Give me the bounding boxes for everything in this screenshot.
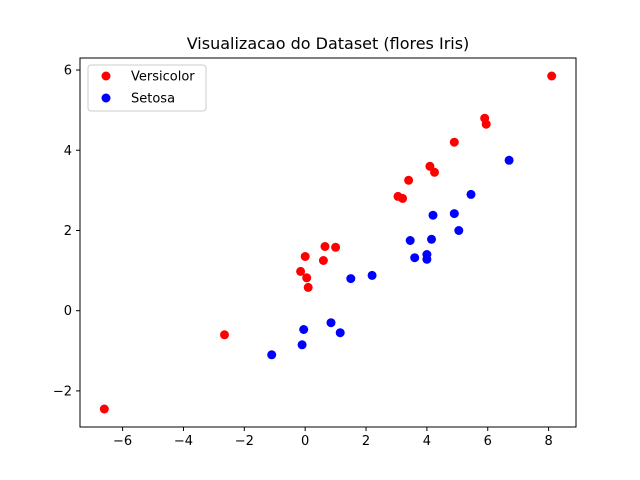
data-point-versicolor-9: [320, 242, 330, 251]
x-tick-label: 6: [484, 434, 492, 449]
data-point-setosa-15: [297, 340, 307, 350]
y-tick-label: −2: [53, 384, 72, 399]
data-point-setosa-3: [428, 210, 438, 220]
data-point-versicolor-14: [302, 273, 312, 283]
legend-label-versicolor: Versicolor: [131, 70, 195, 85]
data-point-setosa-12: [326, 318, 336, 328]
chart-title: Visualizacao do Dataset (flores Iris): [187, 34, 470, 53]
data-point-setosa-8: [410, 253, 420, 263]
data-point-versicolor-0: [547, 71, 557, 81]
data-point-versicolor-2: [481, 119, 491, 129]
data-point-versicolor-17: [99, 404, 109, 414]
y-tick-label: 6: [64, 64, 72, 79]
x-axis: −6 −4 −2 0 2 4 6 8: [113, 427, 553, 449]
x-tick-label: 4: [423, 434, 431, 449]
data-point-setosa-16: [267, 350, 277, 360]
y-axis: −2 0 2 4 6: [53, 64, 80, 399]
points-layer: [99, 71, 557, 414]
x-tick-label: 0: [301, 434, 309, 449]
data-point-setosa-0: [504, 155, 514, 165]
data-point-versicolor-15: [303, 282, 313, 292]
legend-marker-versicolor: [101, 71, 111, 81]
data-point-setosa-11: [346, 274, 356, 284]
data-point-versicolor-6: [404, 175, 414, 185]
plot-frame: [79, 57, 577, 428]
y-tick-label: 2: [64, 224, 72, 239]
data-point-versicolor-10: [331, 242, 341, 252]
x-tick-label: −4: [174, 434, 193, 449]
x-tick-label: −2: [235, 434, 254, 449]
legend-marker-setosa: [101, 93, 111, 103]
y-tick-label: 4: [64, 144, 72, 159]
data-point-setosa-6: [427, 234, 436, 244]
data-point-versicolor-3: [449, 137, 459, 147]
legend-label-setosa: Setosa: [131, 92, 175, 107]
data-point-setosa-14: [299, 325, 309, 334]
data-point-setosa-10: [367, 270, 377, 280]
data-point-versicolor-5: [430, 167, 439, 177]
data-point-versicolor-13: [296, 266, 306, 276]
data-point-setosa-4: [454, 226, 464, 235]
x-tick-label: 8: [544, 434, 552, 449]
data-point-setosa-9: [422, 254, 432, 264]
y-tick-label: 0: [64, 304, 72, 319]
data-point-setosa-13: [335, 328, 345, 338]
data-point-versicolor-12: [318, 256, 328, 265]
data-point-setosa-2: [449, 209, 459, 219]
data-point-versicolor-16: [220, 330, 229, 340]
data-point-versicolor-8: [398, 193, 408, 203]
data-point-setosa-1: [466, 189, 476, 199]
legend-box: [87, 64, 207, 112]
x-tick-label: −6: [113, 434, 132, 449]
data-point-versicolor-11: [300, 252, 310, 261]
data-point-setosa-5: [405, 236, 415, 245]
x-tick-label: 2: [362, 434, 370, 449]
legend: Versicolor Setosa: [87, 64, 207, 112]
